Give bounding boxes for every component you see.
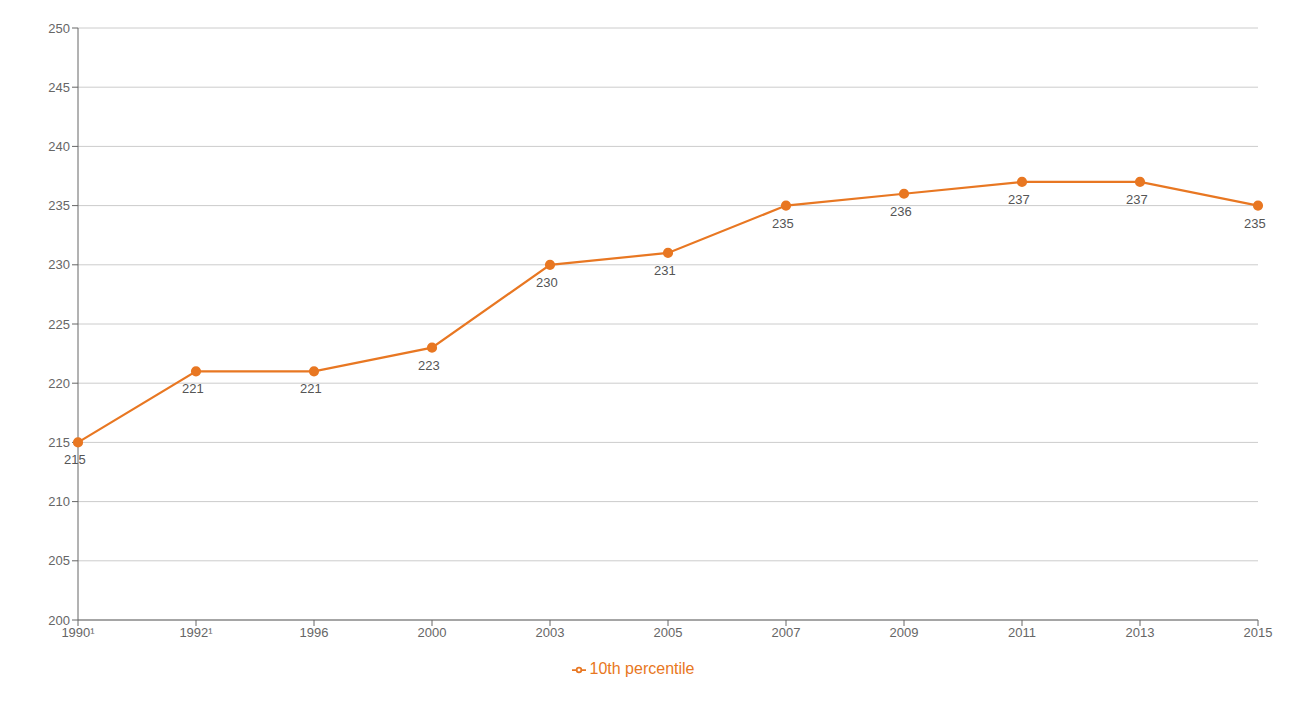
html-text:10th percentile: 10th percentile — [589, 660, 695, 677]
svg-text:236: 236 — [890, 204, 912, 219]
svg-text:221: 221 — [182, 381, 204, 396]
svg-text:231: 231 — [654, 263, 676, 278]
svg-text:237: 237 — [1008, 192, 1030, 207]
svg-text:2000: 2000 — [418, 625, 447, 640]
svg-text:205: 205 — [48, 553, 70, 568]
svg-text:230: 230 — [48, 257, 70, 272]
svg-text:1996: 1996 — [300, 625, 329, 640]
svg-text:235: 235 — [48, 198, 70, 213]
svg-text:2007: 2007 — [772, 625, 801, 640]
svg-text:2003: 2003 — [536, 625, 565, 640]
svg-text:237: 237 — [1126, 192, 1148, 207]
svg-text:200: 200 — [48, 613, 70, 628]
svg-text:2009: 2009 — [890, 625, 919, 640]
svg-text:1992¹: 1992¹ — [179, 625, 213, 640]
svg-text:235: 235 — [772, 216, 794, 231]
svg-text:230: 230 — [536, 275, 558, 290]
svg-text:2011: 2011 — [1008, 625, 1036, 640]
svg-text:223: 223 — [418, 358, 440, 373]
svg-text:2013: 2013 — [1126, 625, 1155, 640]
svg-text:215: 215 — [64, 452, 86, 467]
svg-text:220: 220 — [48, 376, 70, 391]
svg-text:225: 225 — [48, 317, 70, 332]
svg-text:2015: 2015 — [1244, 625, 1273, 640]
svg-text:245: 245 — [48, 80, 70, 95]
svg-text:1990¹: 1990¹ — [61, 625, 95, 641]
svg-text:240: 240 — [48, 139, 70, 154]
svg-text:2005: 2005 — [654, 625, 683, 640]
svg-text:221: 221 — [300, 381, 322, 396]
svg-text:210: 210 — [48, 494, 70, 509]
svg-text:235: 235 — [1244, 216, 1266, 231]
svg-text:215: 215 — [48, 435, 70, 450]
svg-text:250: 250 — [48, 21, 70, 36]
